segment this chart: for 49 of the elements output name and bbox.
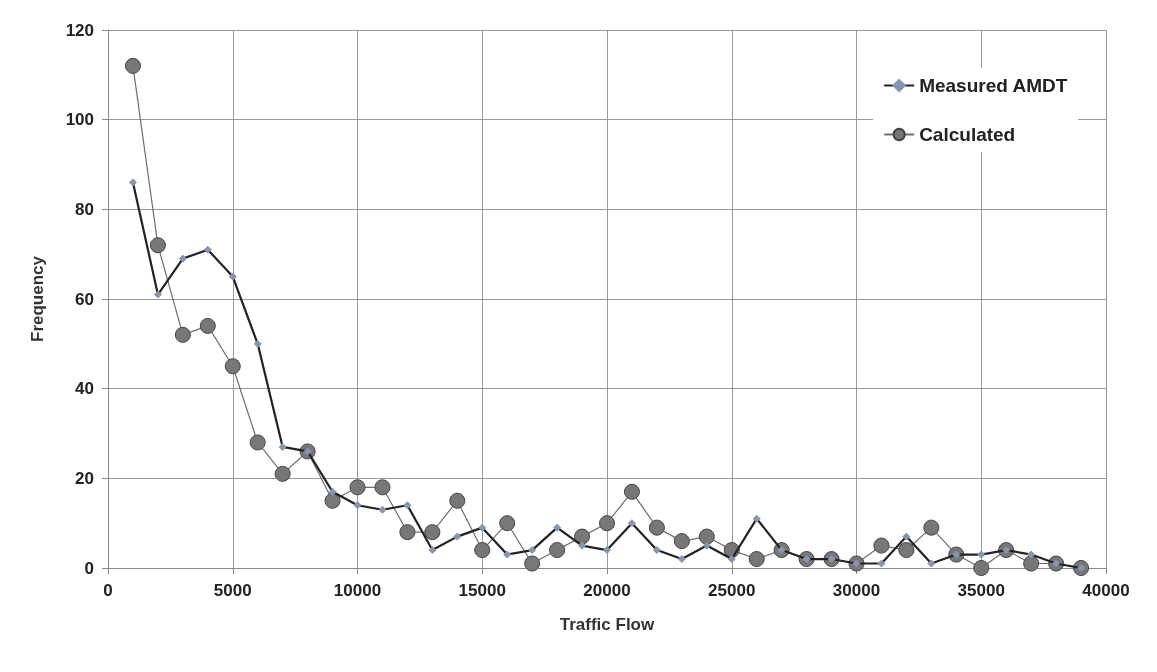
legend-label: Calculated	[919, 124, 1016, 145]
y-tick-label: 40	[75, 379, 94, 399]
point	[474, 542, 491, 559]
point	[149, 237, 166, 254]
x-tick-label: 30000	[832, 581, 881, 600]
x-tick-label: 20000	[583, 581, 631, 600]
point	[374, 479, 391, 496]
point	[923, 519, 940, 536]
x-tick-label: 40000	[1082, 581, 1130, 600]
point	[399, 524, 416, 541]
x-tick-label: 15000	[458, 581, 506, 600]
point	[1023, 555, 1040, 572]
point	[449, 492, 466, 509]
point	[549, 542, 566, 559]
legend-label: Measured AMDT	[919, 75, 1068, 96]
point	[599, 515, 615, 532]
point	[199, 317, 216, 334]
y-tick-label: 120	[65, 20, 94, 40]
y-tick-label: 20	[75, 468, 94, 488]
x-tick-label: 5000	[213, 581, 252, 600]
point	[274, 465, 291, 482]
point	[973, 560, 990, 576]
point	[124, 57, 141, 74]
y-tick-label: 80	[75, 199, 94, 219]
point	[349, 479, 366, 496]
point	[574, 528, 591, 545]
point	[174, 326, 191, 343]
point	[324, 492, 341, 509]
x-axis-title: Traffic Flow	[559, 615, 655, 634]
point	[623, 483, 640, 500]
point	[898, 542, 915, 559]
point	[224, 358, 241, 375]
point	[673, 533, 690, 550]
point	[873, 537, 890, 554]
point	[499, 515, 516, 532]
x-tick-label: 0	[103, 581, 113, 600]
y-tick-label: 60	[75, 289, 94, 309]
point	[748, 551, 765, 568]
point	[524, 555, 541, 572]
y-axis-title: Frequency	[28, 255, 47, 342]
point	[249, 434, 266, 451]
x-tick-label: 25000	[708, 581, 756, 600]
point	[698, 528, 715, 545]
x-tick-label: 10000	[333, 581, 382, 600]
point	[424, 524, 441, 541]
y-tick-label: 100	[65, 110, 94, 130]
point	[648, 519, 665, 536]
x-tick-label: 35000	[957, 581, 1005, 600]
y-tick-label: 0	[84, 558, 94, 578]
